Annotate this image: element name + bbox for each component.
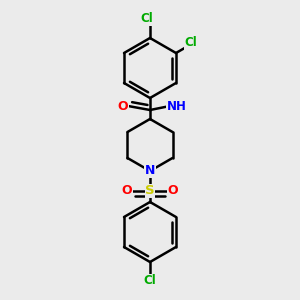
Text: N: N xyxy=(145,164,155,178)
Text: O: O xyxy=(118,100,128,112)
Text: Cl: Cl xyxy=(185,37,197,50)
Text: S: S xyxy=(145,184,155,197)
Text: O: O xyxy=(168,184,178,196)
Text: NH: NH xyxy=(167,100,187,112)
Text: O: O xyxy=(122,184,132,196)
Text: Cl: Cl xyxy=(141,13,153,26)
Text: Cl: Cl xyxy=(144,274,156,287)
